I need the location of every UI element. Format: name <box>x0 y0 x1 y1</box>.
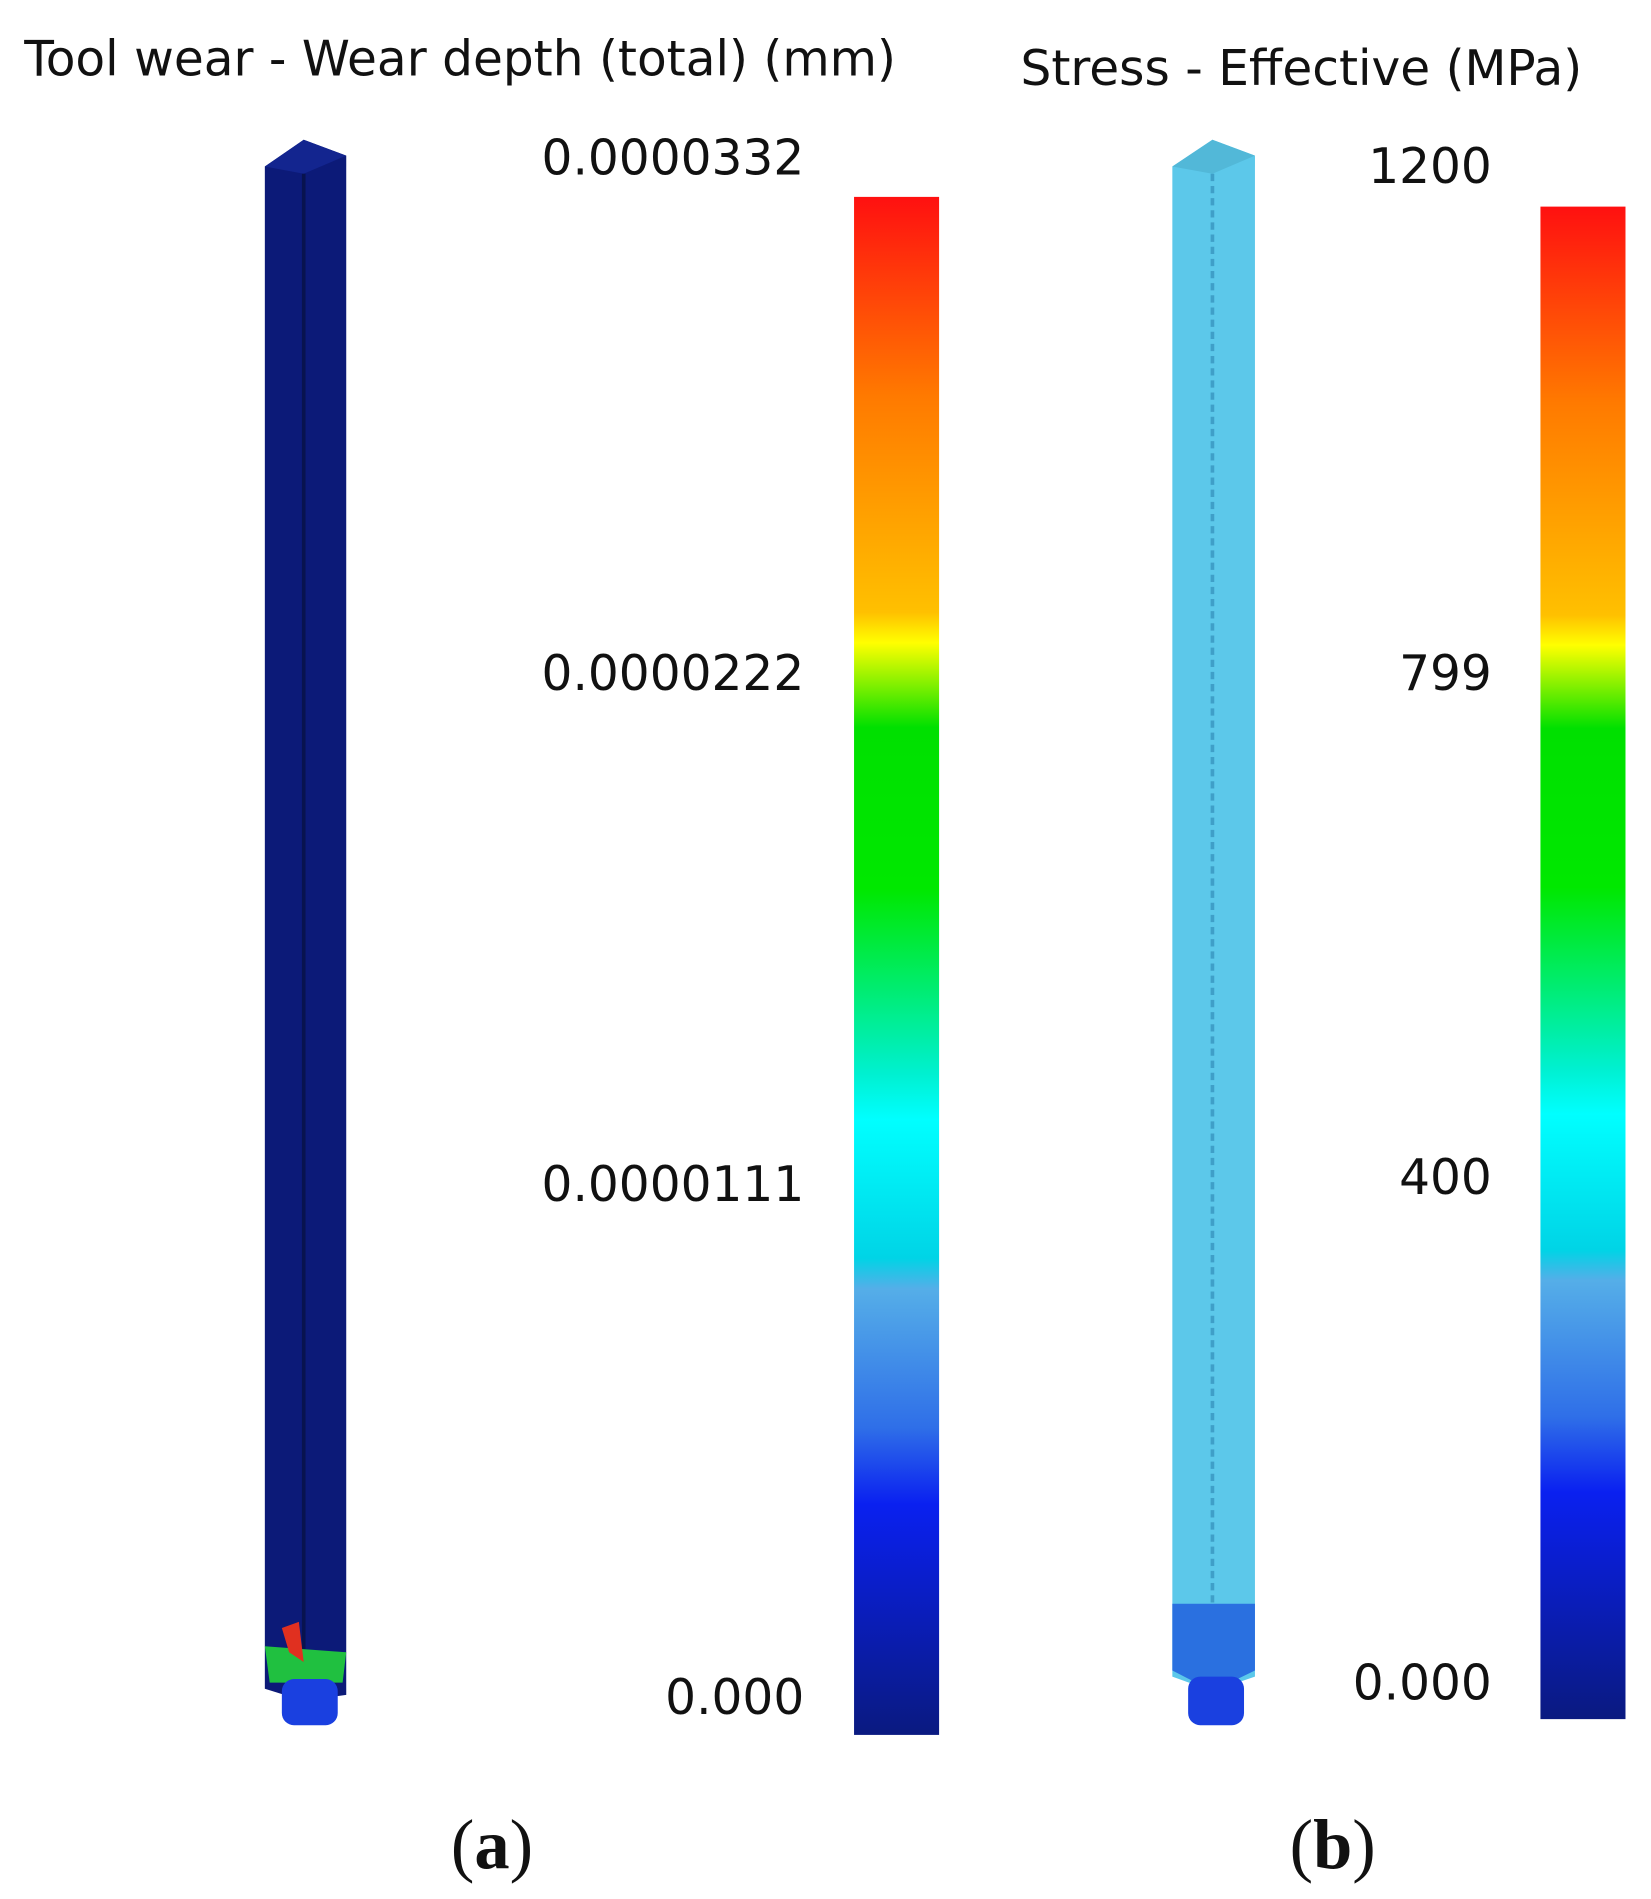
panel-title: Tool wear - Wear depth (total) (mm) <box>23 31 896 87</box>
scale-label: 1200 <box>1368 139 1492 195</box>
scale-label: 799 <box>1399 646 1492 702</box>
caption-paren: ) <box>510 1807 533 1885</box>
scale-label: 0.0000332 <box>542 131 805 187</box>
caption-letter: a <box>474 1807 509 1885</box>
caption-letter: b <box>1313 1807 1352 1885</box>
panel-caption: (a) <box>451 1807 533 1885</box>
scale-label: 0.0000222 <box>542 646 805 702</box>
tool-model <box>1172 139 1255 1726</box>
caption-paren: ( <box>451 1807 474 1885</box>
panel-caption: (b) <box>1290 1807 1376 1885</box>
color-scale <box>854 196 940 1735</box>
scale-label: 400 <box>1399 1150 1492 1206</box>
scale-label: 0.0000111 <box>542 1157 805 1213</box>
caption-paren: ) <box>1352 1807 1375 1885</box>
color-scale <box>1540 206 1626 1720</box>
scale-label: 0.000 <box>1353 1655 1492 1711</box>
caption-paren: ( <box>1290 1807 1313 1885</box>
panel-title: Stress - Effective (MPa) <box>1020 41 1582 97</box>
tool-model <box>264 139 347 1726</box>
scale-label: 0.000 <box>665 1670 804 1726</box>
